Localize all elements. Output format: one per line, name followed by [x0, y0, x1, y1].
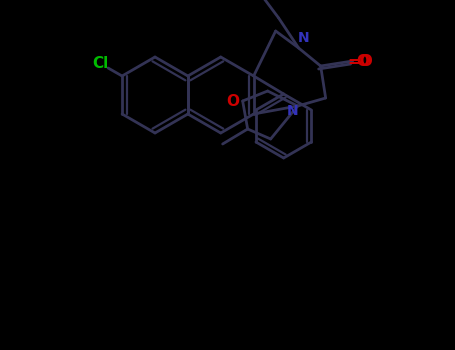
Text: O: O [226, 93, 239, 108]
Text: N: N [298, 31, 309, 45]
Text: Cl: Cl [92, 56, 108, 71]
Text: O: O [356, 54, 369, 69]
Text: N: N [287, 104, 298, 118]
Text: =O: =O [348, 54, 374, 69]
